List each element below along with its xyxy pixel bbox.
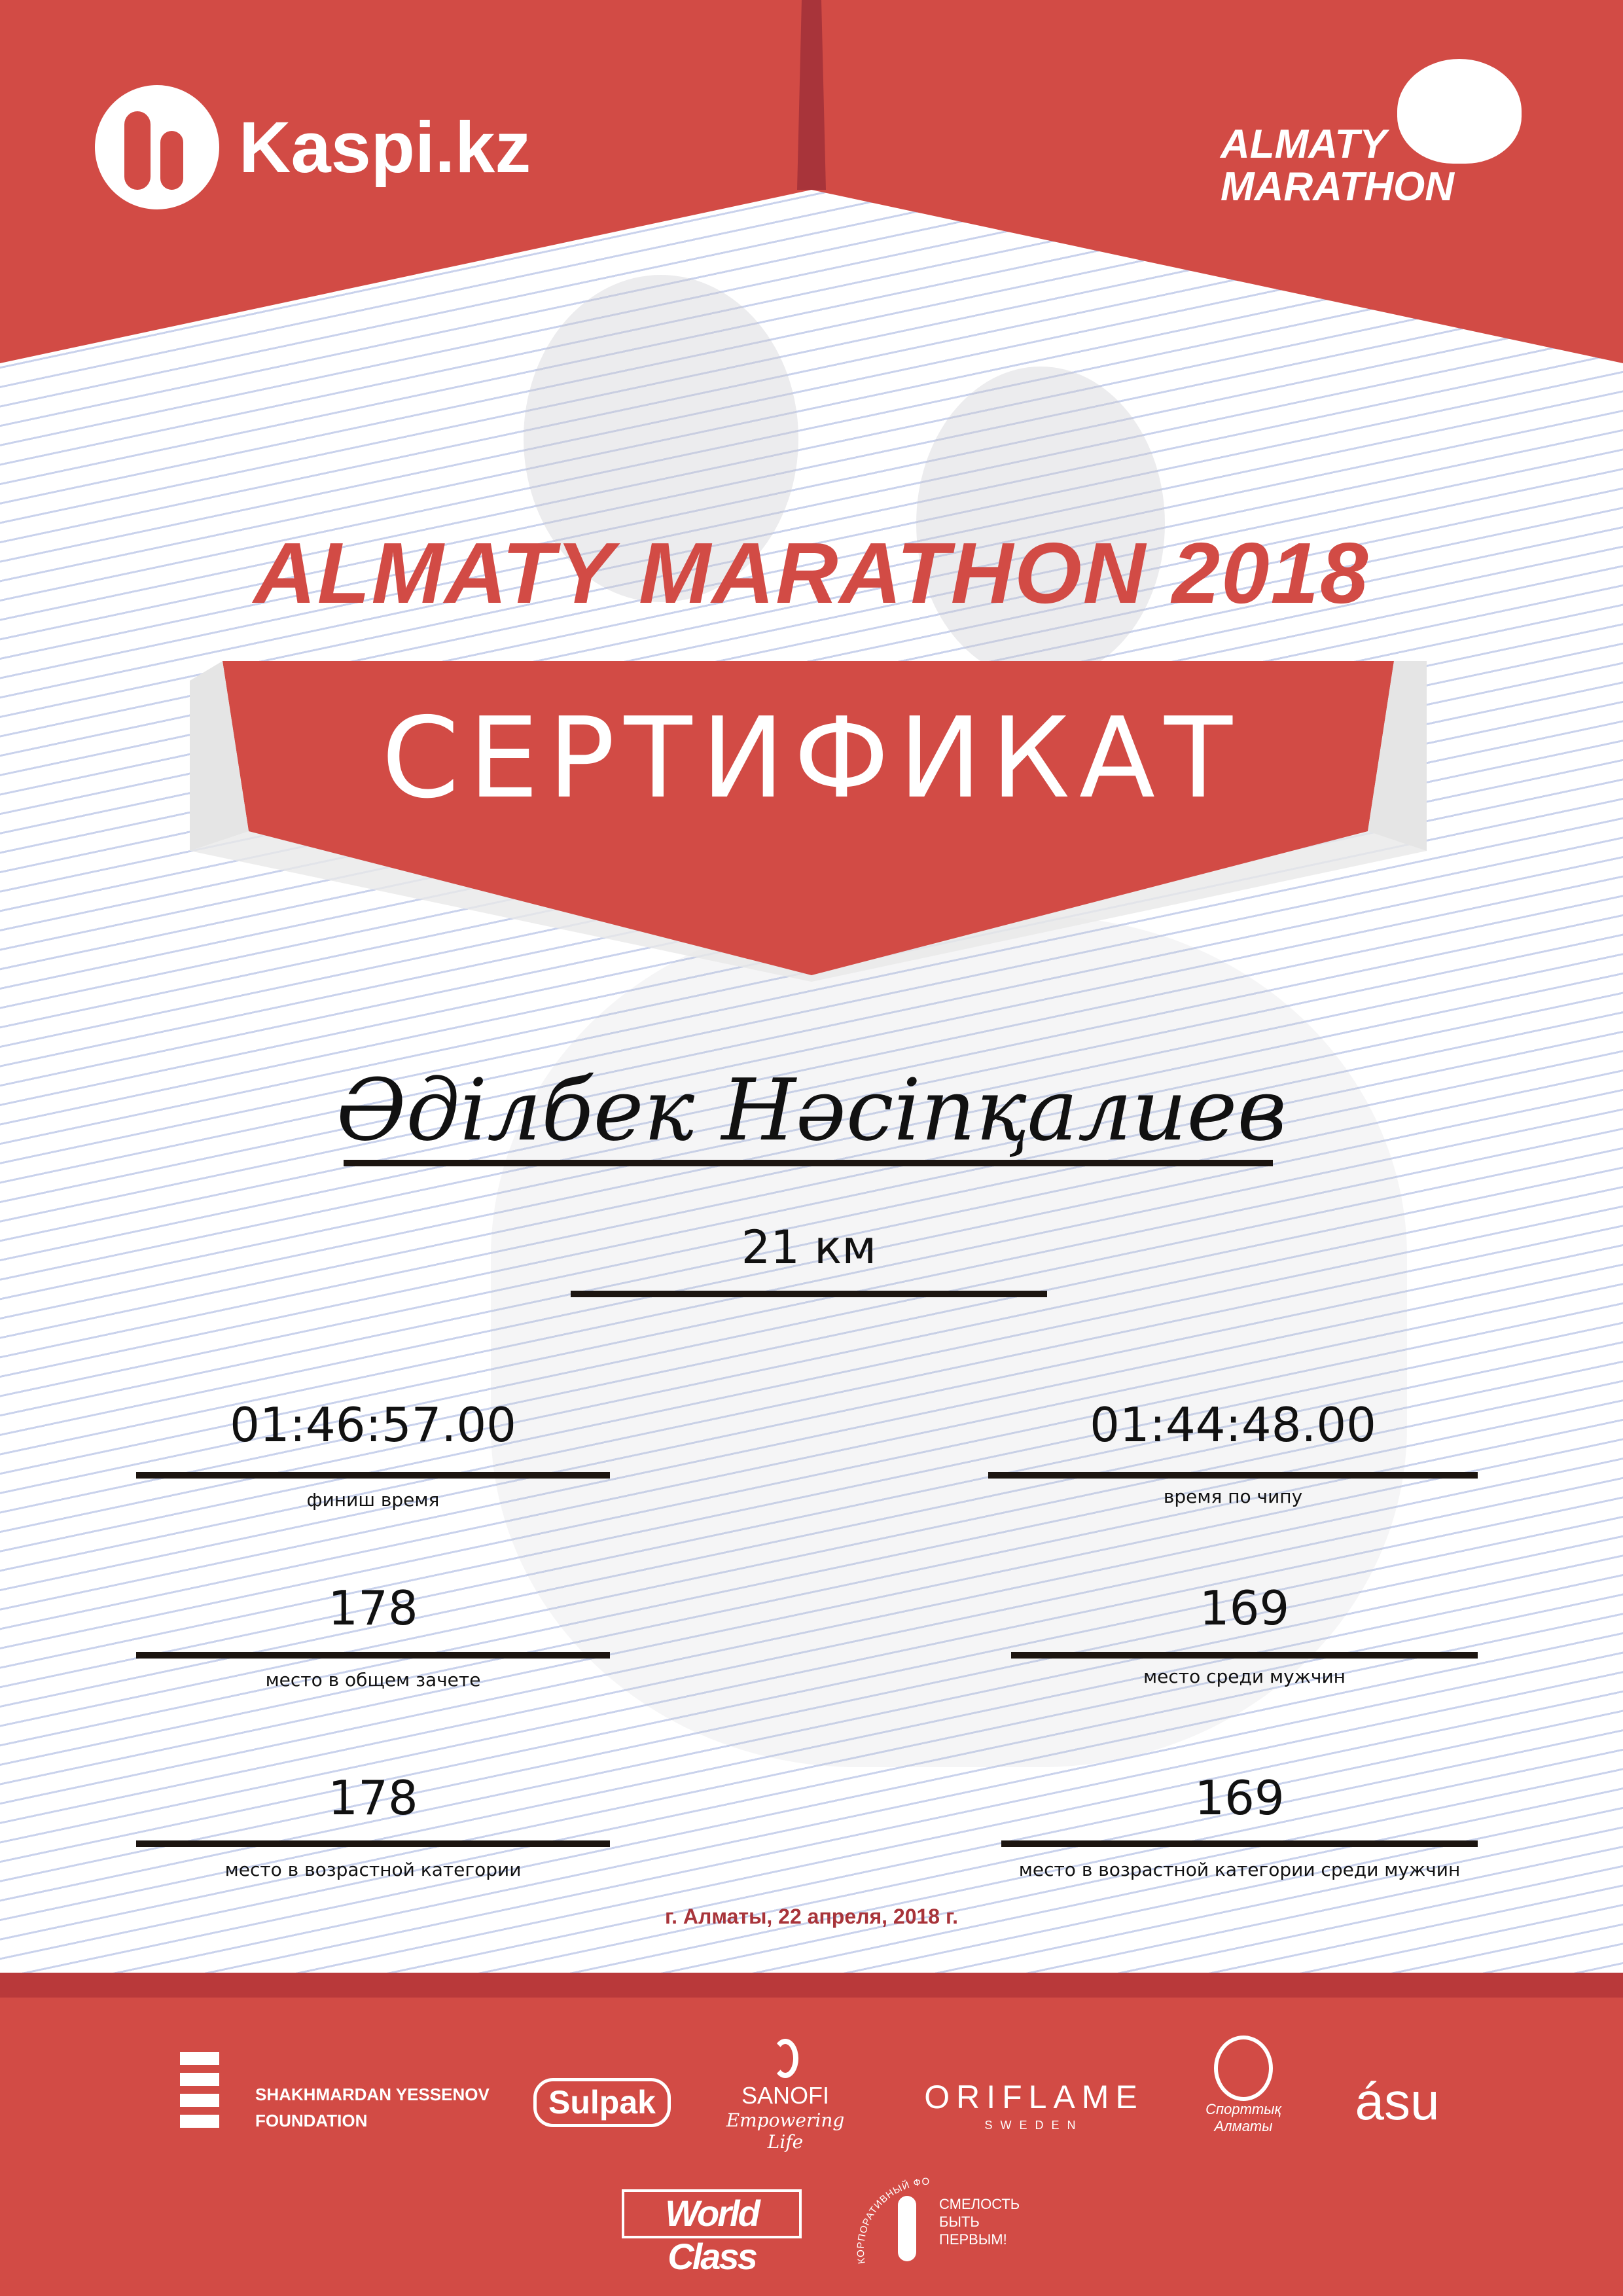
gender-place: 169 — [1199, 1581, 1290, 1636]
smelost-logo: КОРПОРАТИВНЫЙ ФОНД СМЕЛОСТЬ БЫТЬ ПЕРВЫМ! — [847, 2164, 1041, 2265]
distance: 21 км — [741, 1221, 877, 1274]
chip-time-label: время по чипу — [1163, 1486, 1303, 1507]
divider — [1011, 1652, 1478, 1659]
kaspi-text: Kaspi.kz — [239, 107, 531, 188]
divider — [136, 1652, 610, 1659]
smelost-icon — [898, 2196, 916, 2261]
age-gender-place: 169 — [1194, 1770, 1285, 1825]
participant-name: Әділбек Нәсіпқалиев — [336, 1060, 1287, 1160]
certificate-banner — [190, 661, 1427, 982]
event-title: ALMATY MARATHON 2018 — [253, 525, 1370, 621]
finish-time: 01:46:57.00 — [230, 1397, 516, 1452]
yessenov-logo: SHAKHMARDAN YESSENOV FOUNDATION — [180, 2052, 490, 2137]
age-gender-place-label: место в возрастной категории среди мужчи… — [1018, 1859, 1461, 1880]
kaspi-icon — [95, 85, 219, 209]
chip-time: 01:44:48.00 — [1090, 1397, 1376, 1452]
smelost-arc-label: КОРПОРАТИВНЫЙ ФОНД — [847, 2164, 930, 2265]
background-pattern — [0, 0, 1623, 1977]
sanofi-logo: SANOFI Empowering Life — [720, 2039, 851, 2153]
logo-text-marathon: MARATHON — [1221, 164, 1455, 209]
runner-photo — [916, 367, 1165, 681]
age-place-label: место в возрастной категории — [224, 1859, 522, 1880]
svg-text:КОРПОРАТИВНЫЙ ФОНД: КОРПОРАТИВНЫЙ ФОНД — [847, 2164, 931, 2265]
sanofi-icon — [772, 2039, 798, 2078]
divider — [136, 1840, 610, 1847]
sport-almaty-icon — [1214, 2036, 1273, 2101]
overall-place-label: место в общем зачете — [265, 1669, 481, 1691]
age-place: 178 — [328, 1770, 418, 1825]
logo-text-almaty: ALMATY — [1221, 122, 1387, 167]
divider — [988, 1472, 1478, 1479]
runner-icon — [1397, 59, 1522, 164]
almaty-marathon-logo[interactable]: ALMATY MARATHON — [1214, 59, 1522, 213]
header-band — [0, 0, 1623, 363]
yessenov-icon — [180, 2052, 219, 2130]
finish-time-label: финиш время — [306, 1489, 440, 1511]
overall-place: 178 — [328, 1581, 418, 1636]
kaspi-logo[interactable]: Kaspi.kz — [95, 85, 531, 209]
divider — [1001, 1840, 1478, 1847]
asu-logo: ásu — [1355, 2072, 1440, 2130]
oriflame-logo: ORIFLAME SWEDEN — [924, 2079, 1144, 2132]
divider — [136, 1472, 610, 1479]
runner-photo — [524, 275, 798, 602]
name-underline — [344, 1160, 1273, 1166]
gender-place-label: место среди мужчин — [1143, 1666, 1346, 1687]
certificate-heading: СЕРТИФИКАТ — [382, 694, 1241, 823]
sport-almaty-logo: Спорттық Алматы — [1191, 2036, 1296, 2135]
worldclass-logo: World Class — [622, 2189, 802, 2277]
sulpak-logo: Sulpak — [533, 2078, 671, 2127]
runner-photo — [491, 916, 1407, 1767]
event-date: г. Алматы, 22 апреля, 2018 г. — [665, 1905, 958, 1928]
sponsor-footer — [0, 1973, 1623, 2296]
distance-underline — [571, 1291, 1047, 1297]
